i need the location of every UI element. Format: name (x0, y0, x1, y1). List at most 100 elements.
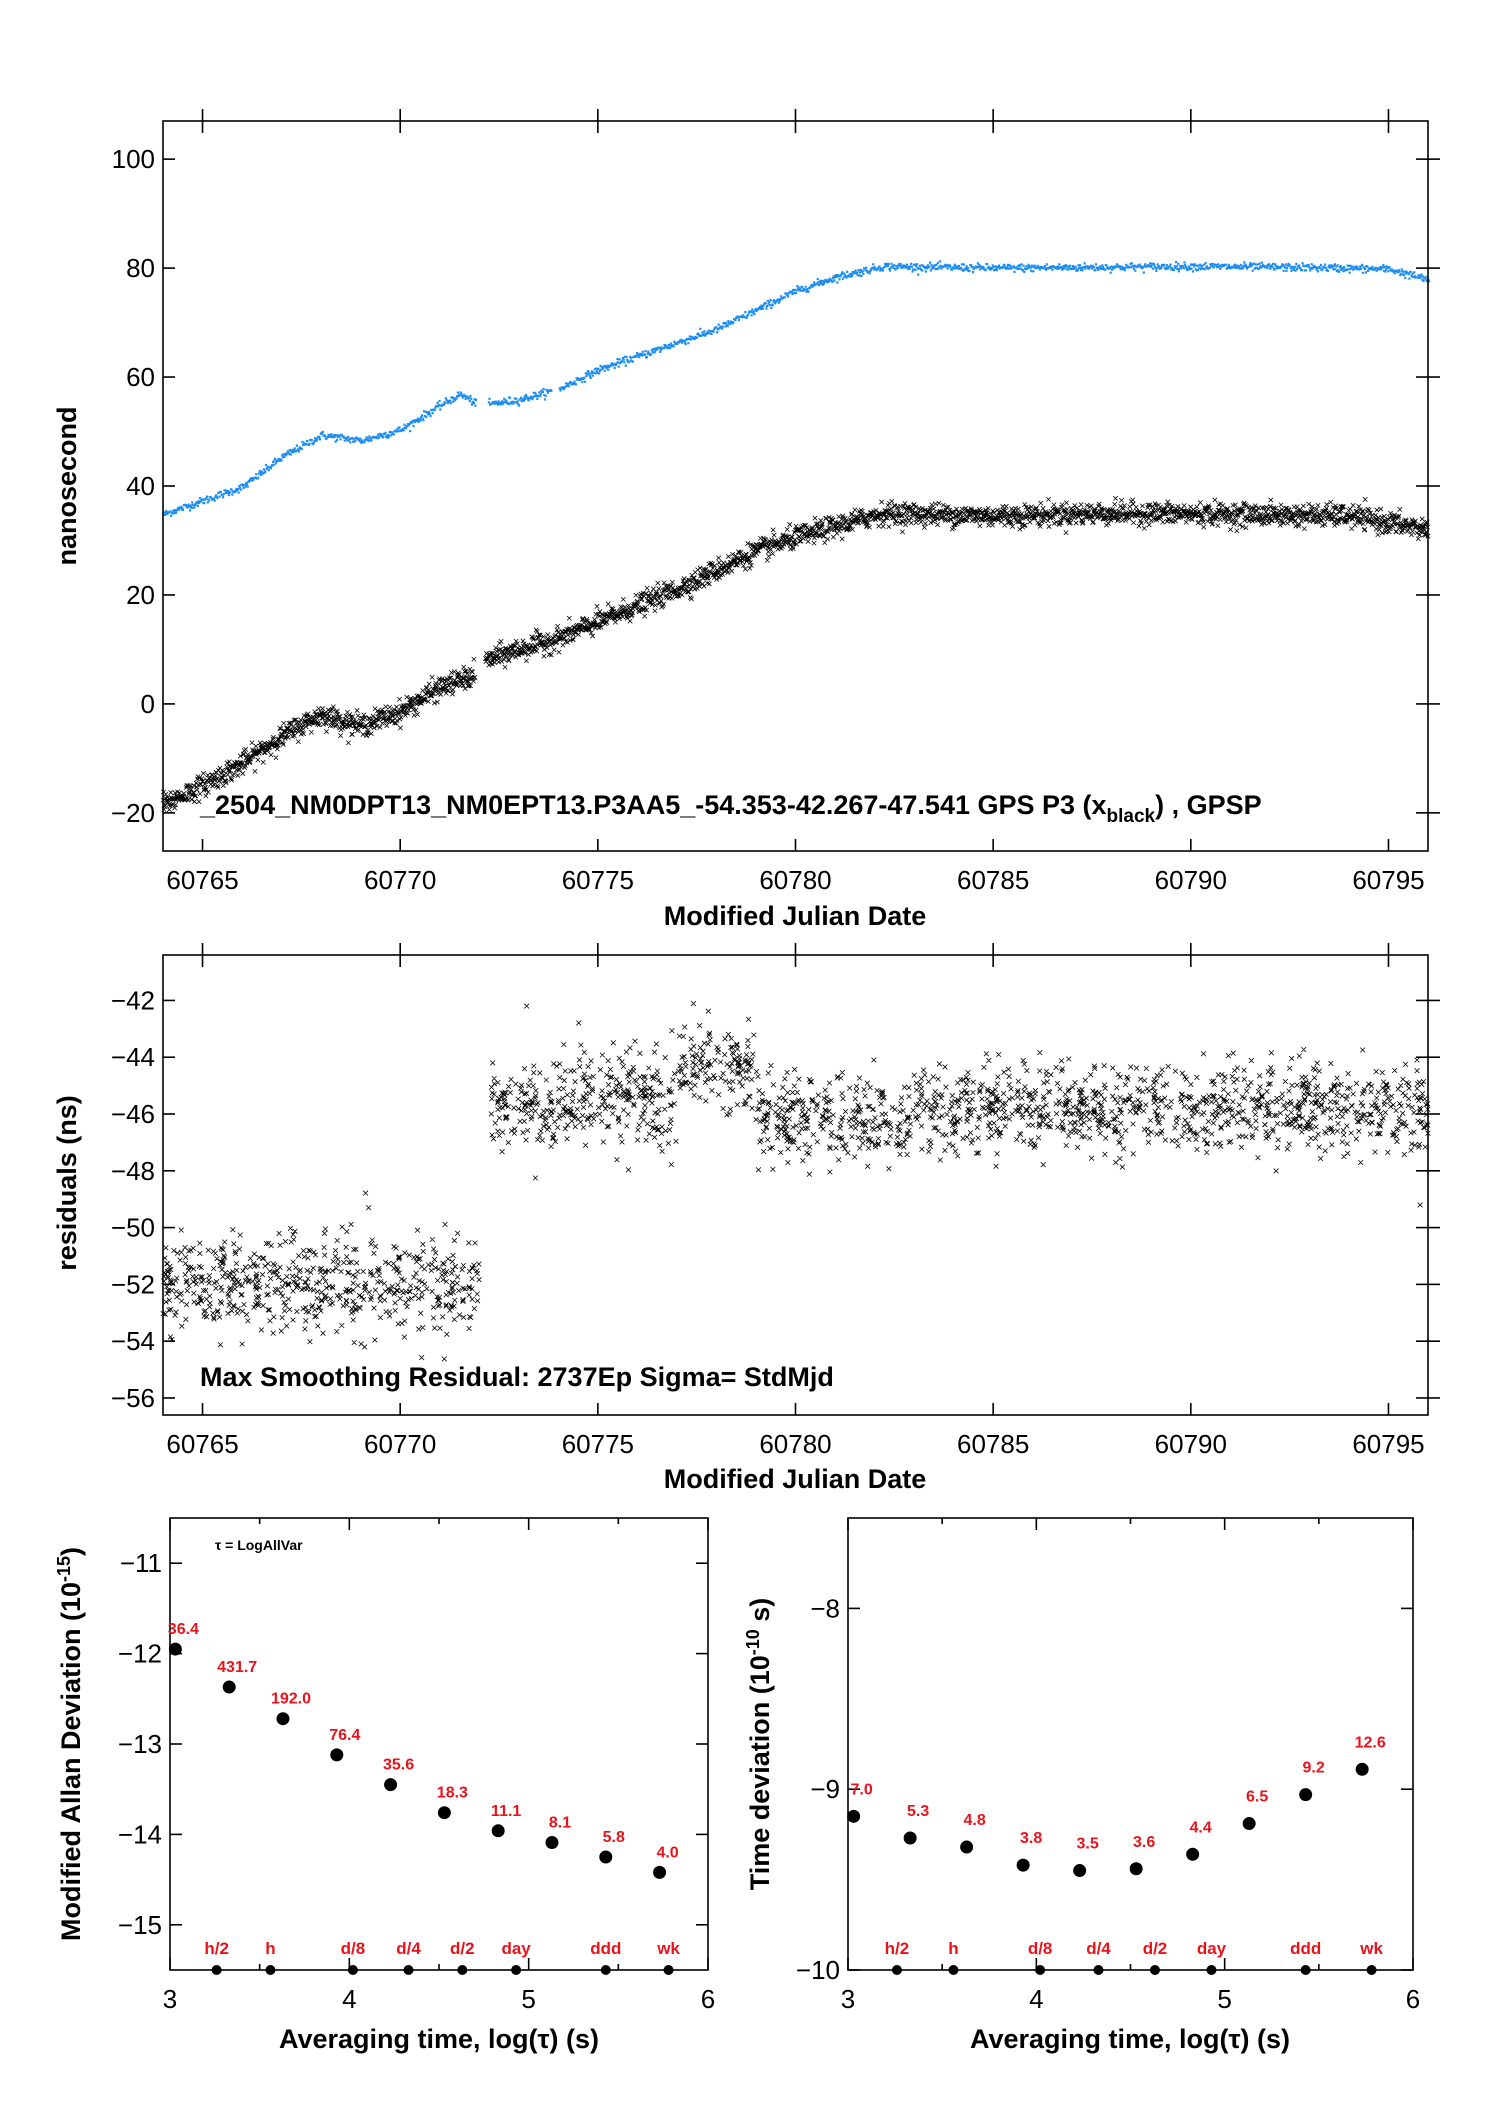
rate-marker-label: wk (656, 1939, 680, 1958)
rate-marker (347, 1965, 358, 1975)
deviation-point-label: 8.1 (549, 1815, 571, 1832)
rate-marker-label: ddd (1290, 1939, 1321, 1958)
x-tick-label: 60795 (1352, 865, 1424, 895)
x-tick-label: 60790 (1155, 1429, 1227, 1459)
deviation-point-label: 11.1 (491, 1803, 521, 1820)
allan-deviation-y-axis-title: Modified Allan Deviation (10-15) (54, 1547, 86, 1941)
x-tick-label: 60795 (1352, 1429, 1424, 1459)
deviation-point-label: 3.8 (1020, 1830, 1042, 1847)
x-tick-label: 6 (701, 1984, 715, 2014)
y-tick-label: −9 (810, 1774, 840, 1804)
deviation-point (847, 1809, 861, 1823)
gps-offset-series-blue (163, 260, 1431, 517)
x-tick-label: 60780 (759, 865, 831, 895)
rate-marker (511, 1965, 522, 1975)
rate-marker-label: d/2 (450, 1939, 475, 1958)
allan-deviation-panel: 3 4 5 6 −15 −14 −13 −12 −11 36.4 431.7 192.0 76.4 35… (54, 1517, 715, 2054)
x-tick-label: 5 (1217, 1984, 1231, 2014)
deviation-point-label: 9.2 (1303, 1760, 1325, 1777)
y-tick-label: 100 (112, 144, 155, 174)
rate-marker (663, 1965, 674, 1975)
deviation-point (1016, 1858, 1030, 1872)
x-tick-label: 60765 (166, 1429, 238, 1459)
residuals-plot-area (160, 1000, 1431, 1362)
residuals-x-axis-title: Modified Julian Date (664, 1464, 927, 1494)
residuals-panel: 60765 60770 60775 60780 60785 60790 60795 −56 −5… (52, 943, 1440, 1494)
allan-ylabel-main: Modified Allan Deviation (10 (56, 1582, 86, 1941)
deviation-point (903, 1831, 917, 1845)
rate-marker-label: d/4 (396, 1939, 421, 1958)
y-tick-label: −52 (111, 1269, 155, 1299)
rate-marker (457, 1965, 468, 1975)
deviation-point (653, 1865, 667, 1879)
rate-marker (1149, 1965, 1160, 1975)
time-offset-axes: 60765 60770 60775 60780 60785 60790 60795 −20 0 2… (111, 109, 1440, 895)
deviation-point (276, 1712, 290, 1726)
rate-marker-label: day (501, 1939, 531, 1958)
allan-legend-note: τ = LogAllVar (215, 1537, 303, 1553)
x-tick-label: 4 (1029, 1984, 1043, 2014)
deviation-point (491, 1824, 505, 1838)
residuals-plot-frame (162, 954, 1429, 1416)
rate-marker-label: h (948, 1939, 958, 1958)
rate-marker (211, 1965, 222, 1975)
rate-marker-label: d/4 (1086, 1939, 1111, 1958)
y-tick-label: −8 (810, 1593, 840, 1623)
y-tick-label: −56 (111, 1383, 155, 1413)
rate-marker (600, 1965, 611, 1975)
residuals-axes: 60765 60770 60775 60780 60785 60790 60795 −56 −5… (111, 943, 1440, 1459)
deviation-point-label: 35.6 (383, 1757, 414, 1774)
rate-marker (1093, 1965, 1104, 1975)
allan-deviation-plot-frame (169, 1517, 709, 1971)
deviation-point (1073, 1864, 1087, 1878)
x-tick-label: 60785 (957, 1429, 1029, 1459)
allan-ylabel-tail: ) (56, 1547, 86, 1556)
rate-marker-label: day (1197, 1939, 1227, 1958)
deviation-point-label: 6.5 (1246, 1789, 1268, 1806)
deviation-point (384, 1778, 398, 1792)
y-tick-label: −15 (118, 1910, 162, 1940)
deviation-point-label: 4.4 (1190, 1819, 1212, 1836)
rate-marker (265, 1965, 276, 1975)
deviation-point (1129, 1862, 1143, 1876)
x-tick-label: 6 (1406, 1984, 1420, 2014)
deviation-point (222, 1680, 236, 1694)
deviation-point (437, 1806, 451, 1820)
deviation-point-label: 3.6 (1133, 1834, 1155, 1851)
x-tick-label: 60770 (364, 865, 436, 895)
y-tick-label: 40 (126, 471, 155, 501)
tdev-ylabel-tail: s) (745, 1598, 775, 1630)
x-tick-label: 5 (521, 1984, 535, 2014)
residual-points (160, 1000, 1431, 1362)
time-deviation-plot-frame (847, 1517, 1414, 1971)
time-offset-x-axis-title: Modified Julian Date (664, 901, 927, 931)
allan-deviation-plot-area: 36.4 431.7 192.0 76.4 35.6 18.3 11.1 8.1 5.8 4.0 h… (168, 1621, 680, 1975)
annotation-main-text: _2504_NM0DPT13_NM0EPT13.P3AA5_-54.353-42… (199, 790, 1107, 820)
y-tick-label: 0 (141, 689, 155, 719)
rate-marker (1300, 1965, 1311, 1975)
deviation-point-label: 36.4 (168, 1621, 199, 1638)
residuals-y-axis-title: residuals (ns) (52, 1095, 82, 1271)
y-tick-label: −42 (111, 985, 155, 1015)
rate-marker (891, 1965, 902, 1975)
rate-marker-label: h (265, 1939, 275, 1958)
time-deviation-axes: 3 4 5 6 −10 −9 −8 (796, 1518, 1420, 2014)
rate-marker-label: wk (1359, 1939, 1383, 1958)
x-tick-label: 4 (342, 1984, 356, 2014)
time-offset-y-axis-title: nanosecond (52, 406, 82, 565)
rate-marker (1206, 1965, 1217, 1975)
y-tick-label: −11 (120, 1548, 162, 1578)
y-tick-label: −46 (111, 1099, 155, 1129)
deviation-point (1355, 1762, 1369, 1776)
deviation-point-label: 12.6 (1355, 1734, 1386, 1751)
rate-marker (1035, 1965, 1046, 1975)
time-deviation-y-axis-title: Time deviation (10-10 s) (743, 1598, 775, 1891)
annotation-subscript-text: black (1107, 806, 1156, 827)
tdev-ylabel-exponent: -10 (743, 1629, 763, 1655)
x-tick-label: 60775 (562, 1429, 634, 1459)
y-tick-label: 60 (126, 362, 155, 392)
deviation-point-label: 7.0 (851, 1781, 873, 1798)
deviation-point-label: 5.8 (603, 1829, 625, 1846)
tdev-ylabel-main: Time deviation (10 (745, 1655, 775, 1890)
